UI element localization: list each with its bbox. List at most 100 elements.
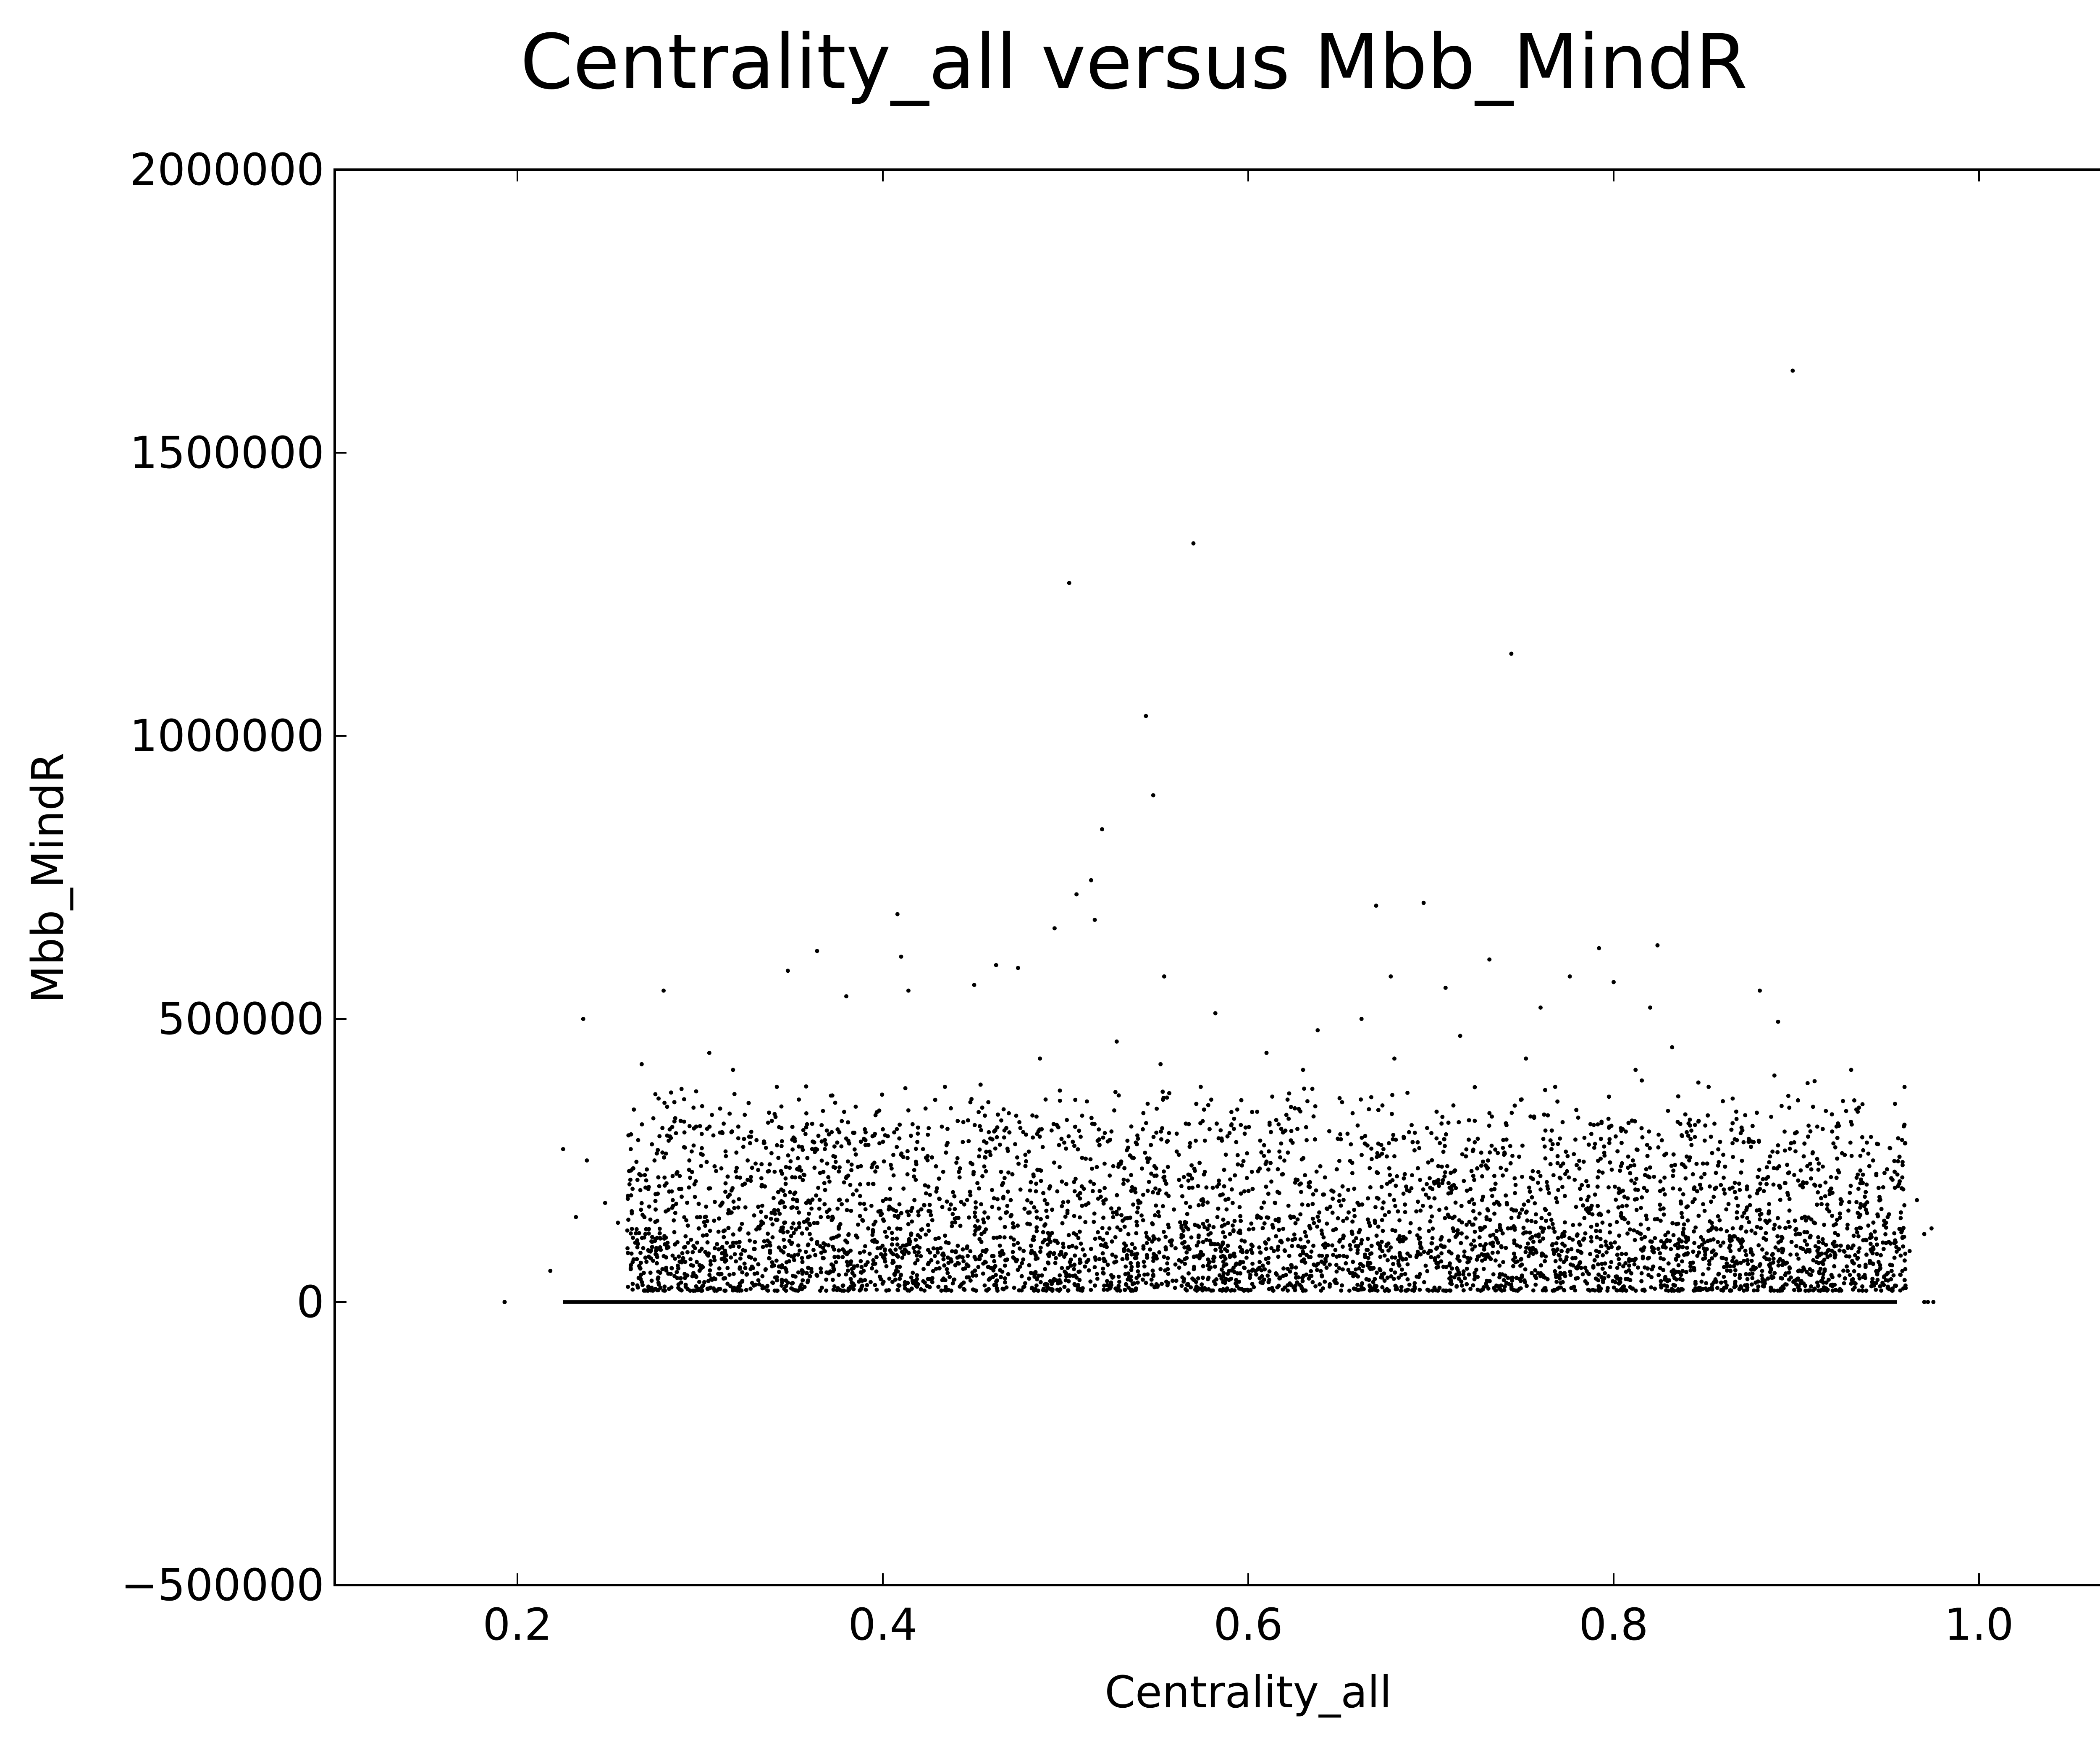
- data-point: [1401, 1192, 1406, 1196]
- data-point: [932, 1254, 937, 1258]
- data-point: [1646, 1226, 1651, 1231]
- data-point: [906, 1213, 911, 1218]
- data-point: [736, 1205, 740, 1210]
- data-point: [1804, 1181, 1809, 1185]
- data-point: [911, 1246, 916, 1250]
- data-point: [1857, 1246, 1862, 1251]
- data-point: [1231, 1223, 1235, 1228]
- data-point: [990, 1205, 995, 1209]
- data-point: [735, 1175, 739, 1179]
- data-point: [1614, 1197, 1618, 1202]
- data-point: [791, 1221, 795, 1226]
- data-point: [1669, 1247, 1673, 1251]
- data-point: [1823, 1194, 1827, 1199]
- data-point: [982, 1139, 986, 1144]
- data-point: [1900, 1269, 1905, 1273]
- data-point: [833, 1160, 838, 1164]
- data-point: [1186, 1227, 1191, 1231]
- data-point: [732, 1092, 737, 1096]
- data-point: [1596, 1278, 1601, 1283]
- data-point: [835, 1206, 840, 1211]
- data-point: [1644, 1217, 1649, 1221]
- data-point: [1638, 1222, 1643, 1227]
- data-point: [1023, 1164, 1028, 1168]
- data-point: [1811, 1220, 1816, 1225]
- data-point: [720, 1245, 724, 1250]
- data-point: [922, 1288, 927, 1293]
- data-point: [1504, 1168, 1509, 1172]
- data-point: [1360, 1269, 1365, 1273]
- data-point: [1684, 1205, 1689, 1210]
- data-point: [1500, 1231, 1505, 1236]
- data-point: [1380, 1103, 1385, 1108]
- data-point: [674, 1202, 679, 1206]
- data-point: [738, 1227, 742, 1232]
- data-point: [790, 1205, 795, 1210]
- data-point: [1892, 1159, 1897, 1163]
- data-point: [1262, 1200, 1266, 1205]
- data-point: [1538, 1005, 1543, 1010]
- data-point: [1520, 1208, 1524, 1212]
- data-point: [1176, 1152, 1181, 1157]
- data-point: [1208, 1238, 1212, 1243]
- data-point: [1622, 1194, 1627, 1199]
- data-point: [944, 1150, 948, 1155]
- data-point: [814, 1147, 818, 1151]
- data-point: [895, 1144, 899, 1149]
- data-point: [694, 1124, 698, 1129]
- data-point: [830, 1278, 835, 1282]
- data-point: [1841, 1099, 1845, 1103]
- data-point: [1365, 1217, 1370, 1222]
- data-point: [770, 1260, 774, 1265]
- data-point: [752, 1271, 757, 1276]
- data-point: [898, 1273, 903, 1278]
- data-point: [1775, 1289, 1780, 1293]
- data-point: [961, 1247, 965, 1252]
- data-point: [857, 1279, 861, 1284]
- data-point: [1606, 1185, 1611, 1189]
- data-point: [1369, 1095, 1373, 1100]
- data-point: [1700, 1242, 1704, 1247]
- data-point: [788, 1159, 793, 1163]
- data-point: [1340, 1244, 1345, 1249]
- data-point: [764, 1145, 768, 1150]
- data-point: [1836, 1233, 1840, 1237]
- data-point: [795, 1156, 800, 1160]
- data-point: [1801, 1185, 1805, 1189]
- data-point: [1418, 1287, 1422, 1292]
- data-point: [1096, 1197, 1100, 1201]
- data-point: [1403, 1210, 1407, 1214]
- data-point: [1589, 1131, 1593, 1136]
- data-point: [1817, 1271, 1822, 1276]
- data-point: [1078, 1215, 1082, 1220]
- data-point: [1600, 1171, 1605, 1175]
- data-point: [1055, 1189, 1060, 1194]
- data-point: [1310, 1280, 1315, 1284]
- data-point: [1052, 1160, 1056, 1165]
- data-point: [1043, 1267, 1047, 1271]
- data-point: [921, 1147, 925, 1151]
- data-point: [738, 1175, 742, 1180]
- data-point: [1656, 1247, 1661, 1251]
- data-point: [1609, 1244, 1614, 1249]
- data-point: [1825, 1207, 1830, 1211]
- data-point: [791, 1231, 796, 1235]
- data-point: [1803, 1239, 1807, 1243]
- data-point: [1157, 1188, 1162, 1192]
- data-point: [1129, 1173, 1134, 1177]
- data-point: [1334, 1263, 1339, 1267]
- data-point: [1410, 1123, 1414, 1127]
- data-point: [627, 1182, 632, 1186]
- data-point: [1555, 1161, 1560, 1166]
- data-point: [1149, 1282, 1154, 1287]
- data-point: [1635, 1197, 1639, 1201]
- data-point: [1547, 1212, 1551, 1216]
- data-point: [1735, 1203, 1740, 1208]
- data-point: [672, 1274, 677, 1278]
- data-point: [781, 1189, 786, 1193]
- data-point: [725, 1174, 730, 1179]
- data-point: [1856, 1186, 1861, 1191]
- data-point: [1399, 1273, 1404, 1277]
- data-point: [1336, 1137, 1340, 1141]
- data-point: [1533, 1201, 1537, 1205]
